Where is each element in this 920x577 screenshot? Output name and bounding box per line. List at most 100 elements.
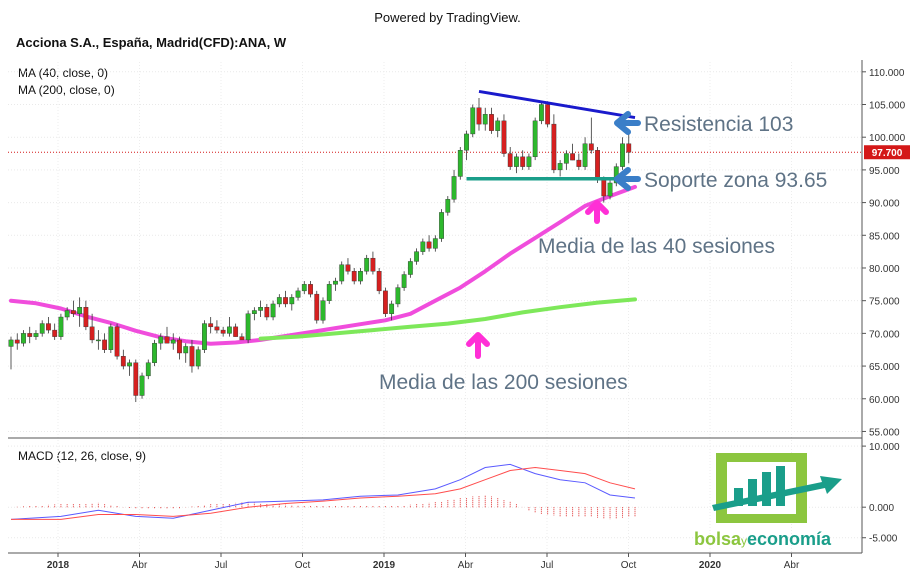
candle-up	[339, 264, 345, 282]
ma200-line	[258, 297, 637, 341]
candle-up	[407, 261, 413, 275]
xtick-label: 2018	[47, 560, 70, 571]
candle-down	[426, 241, 432, 249]
candle-down	[133, 362, 139, 396]
candle-up	[195, 349, 201, 367]
price-tag-text: 97.700	[872, 148, 903, 159]
candle-up	[414, 251, 419, 262]
candle-up	[432, 238, 438, 249]
candle-up	[301, 284, 307, 292]
candle-down	[120, 356, 126, 367]
xtick-label: Oct	[621, 560, 637, 571]
price-ytick-label: 105.000	[869, 101, 906, 112]
candle-down	[27, 333, 33, 337]
candle-up	[445, 199, 451, 213]
candle-up	[563, 153, 569, 164]
candle-down	[489, 114, 494, 131]
candle-down	[520, 156, 526, 167]
candle-down	[601, 179, 607, 197]
candle-up	[33, 333, 39, 337]
xtick-label: Abr	[784, 560, 800, 571]
xtick-label: Oct	[295, 560, 311, 571]
candle-down	[595, 150, 600, 180]
candle-up	[39, 323, 45, 334]
candle-down	[308, 284, 313, 295]
price-ytick-label: 100.000	[869, 133, 906, 144]
candle-up	[158, 336, 164, 344]
candle-up	[258, 307, 263, 311]
candle-up	[607, 182, 613, 197]
xtick-label: Jul	[541, 560, 554, 571]
candle-up	[226, 326, 232, 334]
price-tag	[864, 145, 910, 160]
logo-text-economia: economía	[747, 529, 832, 549]
resistance-line	[478, 89, 636, 120]
candle-down	[214, 326, 220, 331]
candle-up	[514, 156, 519, 167]
candle-up	[526, 156, 532, 167]
candle-up	[270, 303, 276, 318]
ma200-label: MA (200, close, 0)	[18, 83, 115, 97]
candle-down	[345, 264, 351, 272]
candle-up	[539, 104, 544, 122]
candle-up	[170, 339, 176, 344]
macd-label: MACD (12, 26, close, 9)	[18, 449, 147, 463]
price-ytick-label: 80.000	[869, 264, 900, 275]
xtick-label: 2019	[373, 560, 396, 571]
candle-down	[83, 307, 89, 328]
candle-up	[495, 120, 501, 131]
candle-up	[532, 120, 538, 158]
resistance-arrow	[614, 111, 641, 135]
candle-up	[21, 333, 26, 344]
price-ytick-label: 70.000	[869, 329, 900, 340]
candle-up	[58, 316, 64, 337]
candle-up	[482, 114, 488, 125]
candle-up	[420, 241, 426, 252]
candle-up	[202, 323, 207, 350]
candle-down	[370, 257, 376, 272]
ma40-line	[9, 184, 637, 346]
candle-down	[283, 297, 288, 305]
candle-up	[557, 163, 563, 171]
candle-up	[108, 326, 114, 350]
macd-ytick-label: -5.000	[869, 534, 898, 545]
candle-down	[383, 290, 388, 314]
candle-up	[145, 362, 151, 377]
candle-up	[326, 284, 332, 301]
ma200-annotation: Media de las 200 sesiones	[379, 371, 628, 394]
candle-down	[501, 120, 507, 154]
candle-up	[251, 310, 257, 314]
xtick-label: Abr	[458, 560, 474, 571]
price-ytick-label: 55.000	[869, 427, 900, 438]
candle-up	[620, 143, 625, 167]
candle-up	[439, 212, 444, 239]
resistance-annotation: Resistencia 103	[644, 113, 793, 136]
candle-down	[314, 293, 320, 321]
price-ytick-label: 95.000	[869, 166, 900, 177]
macd-line	[10, 463, 636, 520]
candle-down	[177, 339, 182, 354]
xtick-label: Abr	[132, 560, 148, 571]
candle-up	[364, 257, 370, 272]
candle-up	[77, 307, 83, 314]
candle-down	[576, 159, 582, 167]
candle-down	[208, 323, 214, 328]
candle-down	[89, 326, 95, 341]
candle-down	[264, 307, 270, 318]
candle-up	[245, 313, 251, 341]
candle-up	[358, 271, 363, 282]
candle-up	[470, 107, 476, 135]
price-ytick-label: 90.000	[869, 199, 900, 210]
candle-down	[476, 107, 482, 125]
candle-down	[239, 336, 245, 341]
candle-up	[152, 342, 157, 364]
candle-down	[189, 346, 195, 367]
candle-up	[320, 300, 326, 321]
candle-up	[464, 133, 469, 151]
logo-text-y: y	[741, 534, 747, 548]
candle-up	[64, 310, 70, 318]
logo-text-bolsa: bolsa	[694, 529, 742, 549]
candle-up	[457, 150, 463, 177]
